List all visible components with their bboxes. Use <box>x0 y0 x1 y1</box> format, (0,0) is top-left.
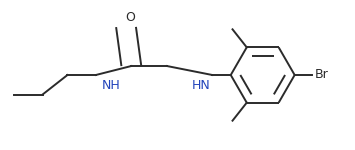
Text: NH: NH <box>102 79 121 92</box>
Text: HN: HN <box>192 79 211 92</box>
Text: Br: Br <box>315 69 328 81</box>
Text: O: O <box>125 11 135 24</box>
